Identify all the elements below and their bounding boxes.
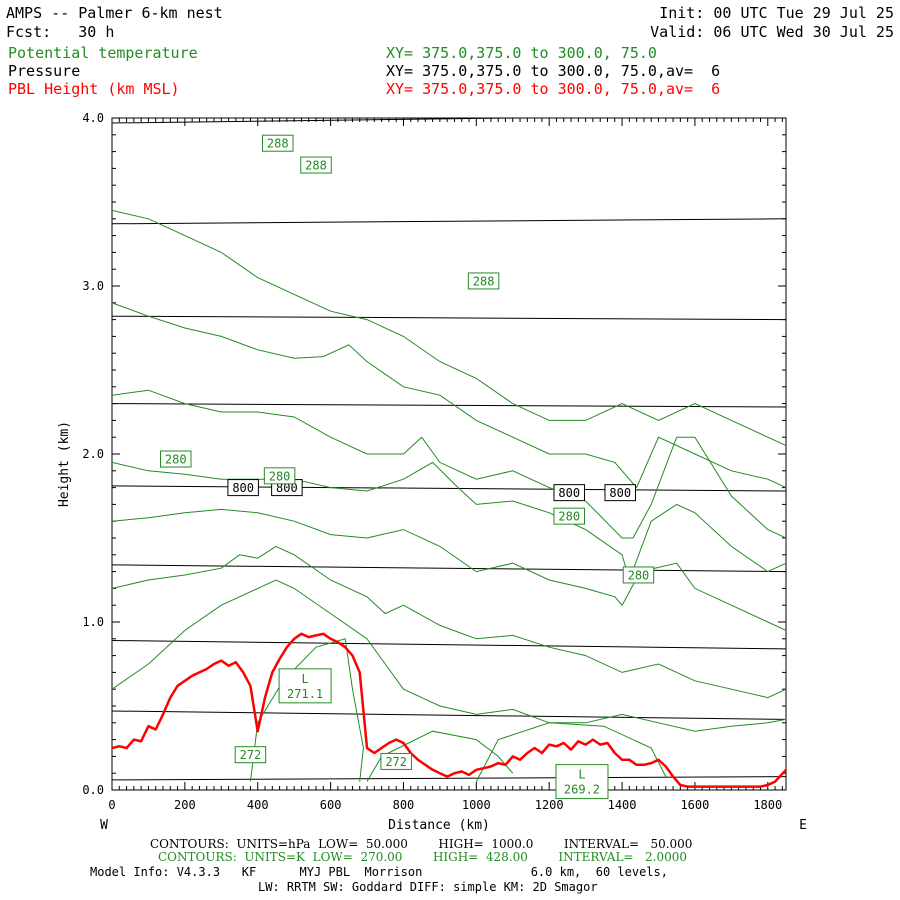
- field-label-pbl: PBL Height (km MSL): [8, 80, 180, 98]
- isobar-label-box: [227, 479, 259, 497]
- field-xy-theta: XY= 375.0,375.0 to 300.0, 75.0: [386, 44, 657, 62]
- isentrope-label: 272: [240, 748, 262, 762]
- x-tick-label: 400: [247, 798, 269, 812]
- field-label-theta: Potential temperature: [8, 44, 198, 62]
- plot-frame: [111, 117, 787, 791]
- isentrope-line: [112, 508, 786, 631]
- isobar-line: [112, 315, 786, 321]
- low-center-letter: L: [301, 672, 308, 686]
- isentrope-label: 288: [267, 137, 289, 151]
- isobar-label: 800: [609, 486, 631, 500]
- isentrope-closed-contour: [366, 730, 514, 782]
- x-tick-label: 200: [174, 798, 196, 812]
- isentrope-label-box: [263, 467, 296, 485]
- x-tick-label: 0: [108, 798, 115, 812]
- y-tick-label: 3.0: [82, 279, 104, 293]
- forecast-hour: Fcst: 30 h: [6, 23, 115, 41]
- isentrope-label: 288: [305, 159, 327, 173]
- x-end-label-east: E: [799, 818, 807, 833]
- isentrope-label: 288: [473, 274, 495, 288]
- field-xy-pressure: XY= 375.0,375.0 to 300.0, 75.0,av= 6: [386, 62, 721, 80]
- x-tick-label: 1200: [535, 798, 564, 812]
- isobar-line: [112, 640, 786, 650]
- low-center-letter: L: [578, 768, 585, 782]
- field-label-pressure: Pressure: [8, 62, 81, 80]
- isentrope-label: 280: [558, 510, 580, 524]
- isobar-label: 800: [558, 486, 580, 500]
- low-center-box: [555, 764, 609, 800]
- isentrope-line: [112, 579, 786, 732]
- isobar-line: [112, 485, 786, 492]
- isentrope-closed-contour: [249, 638, 364, 782]
- y-tick-label: 4.0: [82, 111, 104, 125]
- isentrope-label-box: [380, 752, 412, 770]
- low-center-box: [278, 668, 332, 704]
- isentrope-label-box: [160, 450, 192, 468]
- isobar-line: [112, 218, 786, 225]
- isentrope-label: 280: [269, 469, 291, 483]
- x-tick-label: 1600: [680, 798, 709, 812]
- isobar-line: [112, 403, 786, 408]
- x-end-label-west: W: [100, 818, 108, 833]
- isobar-line: [112, 710, 786, 720]
- model-info: Model Info: V4.3.3 KF MYJ PBL Morrison 6…: [90, 865, 668, 879]
- x-axis-label: Distance (km): [388, 818, 490, 833]
- y-tick-label: 1.0: [82, 615, 104, 629]
- field-xy-pbl: XY= 375.0,375.0 to 300.0, 75.0,av= 6: [386, 80, 721, 98]
- low-center-value: 269.2: [564, 783, 600, 797]
- isentrope-label-box: [300, 156, 332, 174]
- isentrope-line: [112, 389, 786, 539]
- pbl-height-line: [112, 632, 786, 788]
- x-tick-label: 600: [320, 798, 342, 812]
- contours-k-info: CONTOURS: UNITS=K LOW= 270.00 HIGH= 428.…: [158, 850, 687, 864]
- model-info-physics: LW: RRTM SW: Goddard DIFF: simple KM: 2D…: [258, 880, 598, 894]
- x-tick-label: 1800: [753, 798, 782, 812]
- isobar-label-box: [604, 484, 636, 502]
- isentrope-label: 272: [385, 755, 407, 769]
- isentrope-label-box: [622, 566, 655, 584]
- y-tick-label: 0.0: [82, 783, 104, 797]
- isentrope-label-box: [553, 507, 585, 525]
- isentrope-closed-contour: [475, 722, 667, 782]
- isobar-label-box: [553, 484, 585, 502]
- isentrope-line: [112, 461, 786, 582]
- x-tick-label: 1400: [608, 798, 637, 812]
- isentrope-line: [112, 209, 786, 447]
- isentrope-label-box: [234, 746, 267, 764]
- isobar-label: 800: [276, 481, 298, 495]
- x-tick-label: 1000: [462, 798, 491, 812]
- isobar-label: 800: [232, 481, 254, 495]
- isentrope-label-box: [262, 134, 294, 152]
- init-time: Init: 00 UTC Tue 29 Jul 25: [659, 4, 894, 22]
- chart-title: AMPS -- Palmer 6-km nest: [6, 4, 223, 22]
- isentrope-label: 280: [628, 568, 650, 582]
- valid-time: Valid: 06 UTC Wed 30 Jul 25: [650, 23, 894, 41]
- low-center-value: 271.1: [287, 687, 323, 701]
- x-tick-label: 800: [393, 798, 415, 812]
- isentrope-label: 280: [165, 453, 187, 467]
- contours-hpa-info: CONTOURS: UNITS=hPa LOW= 50.000 HIGH= 10…: [150, 837, 693, 851]
- isobar-line: [112, 564, 786, 573]
- isentrope-line: [112, 302, 786, 489]
- isentrope-label-box: [467, 272, 500, 290]
- y-axis-label: Height (km): [57, 421, 72, 507]
- y-tick-label: 2.0: [82, 447, 104, 461]
- isobar-line: [112, 118, 554, 124]
- isentrope-line: [112, 545, 786, 699]
